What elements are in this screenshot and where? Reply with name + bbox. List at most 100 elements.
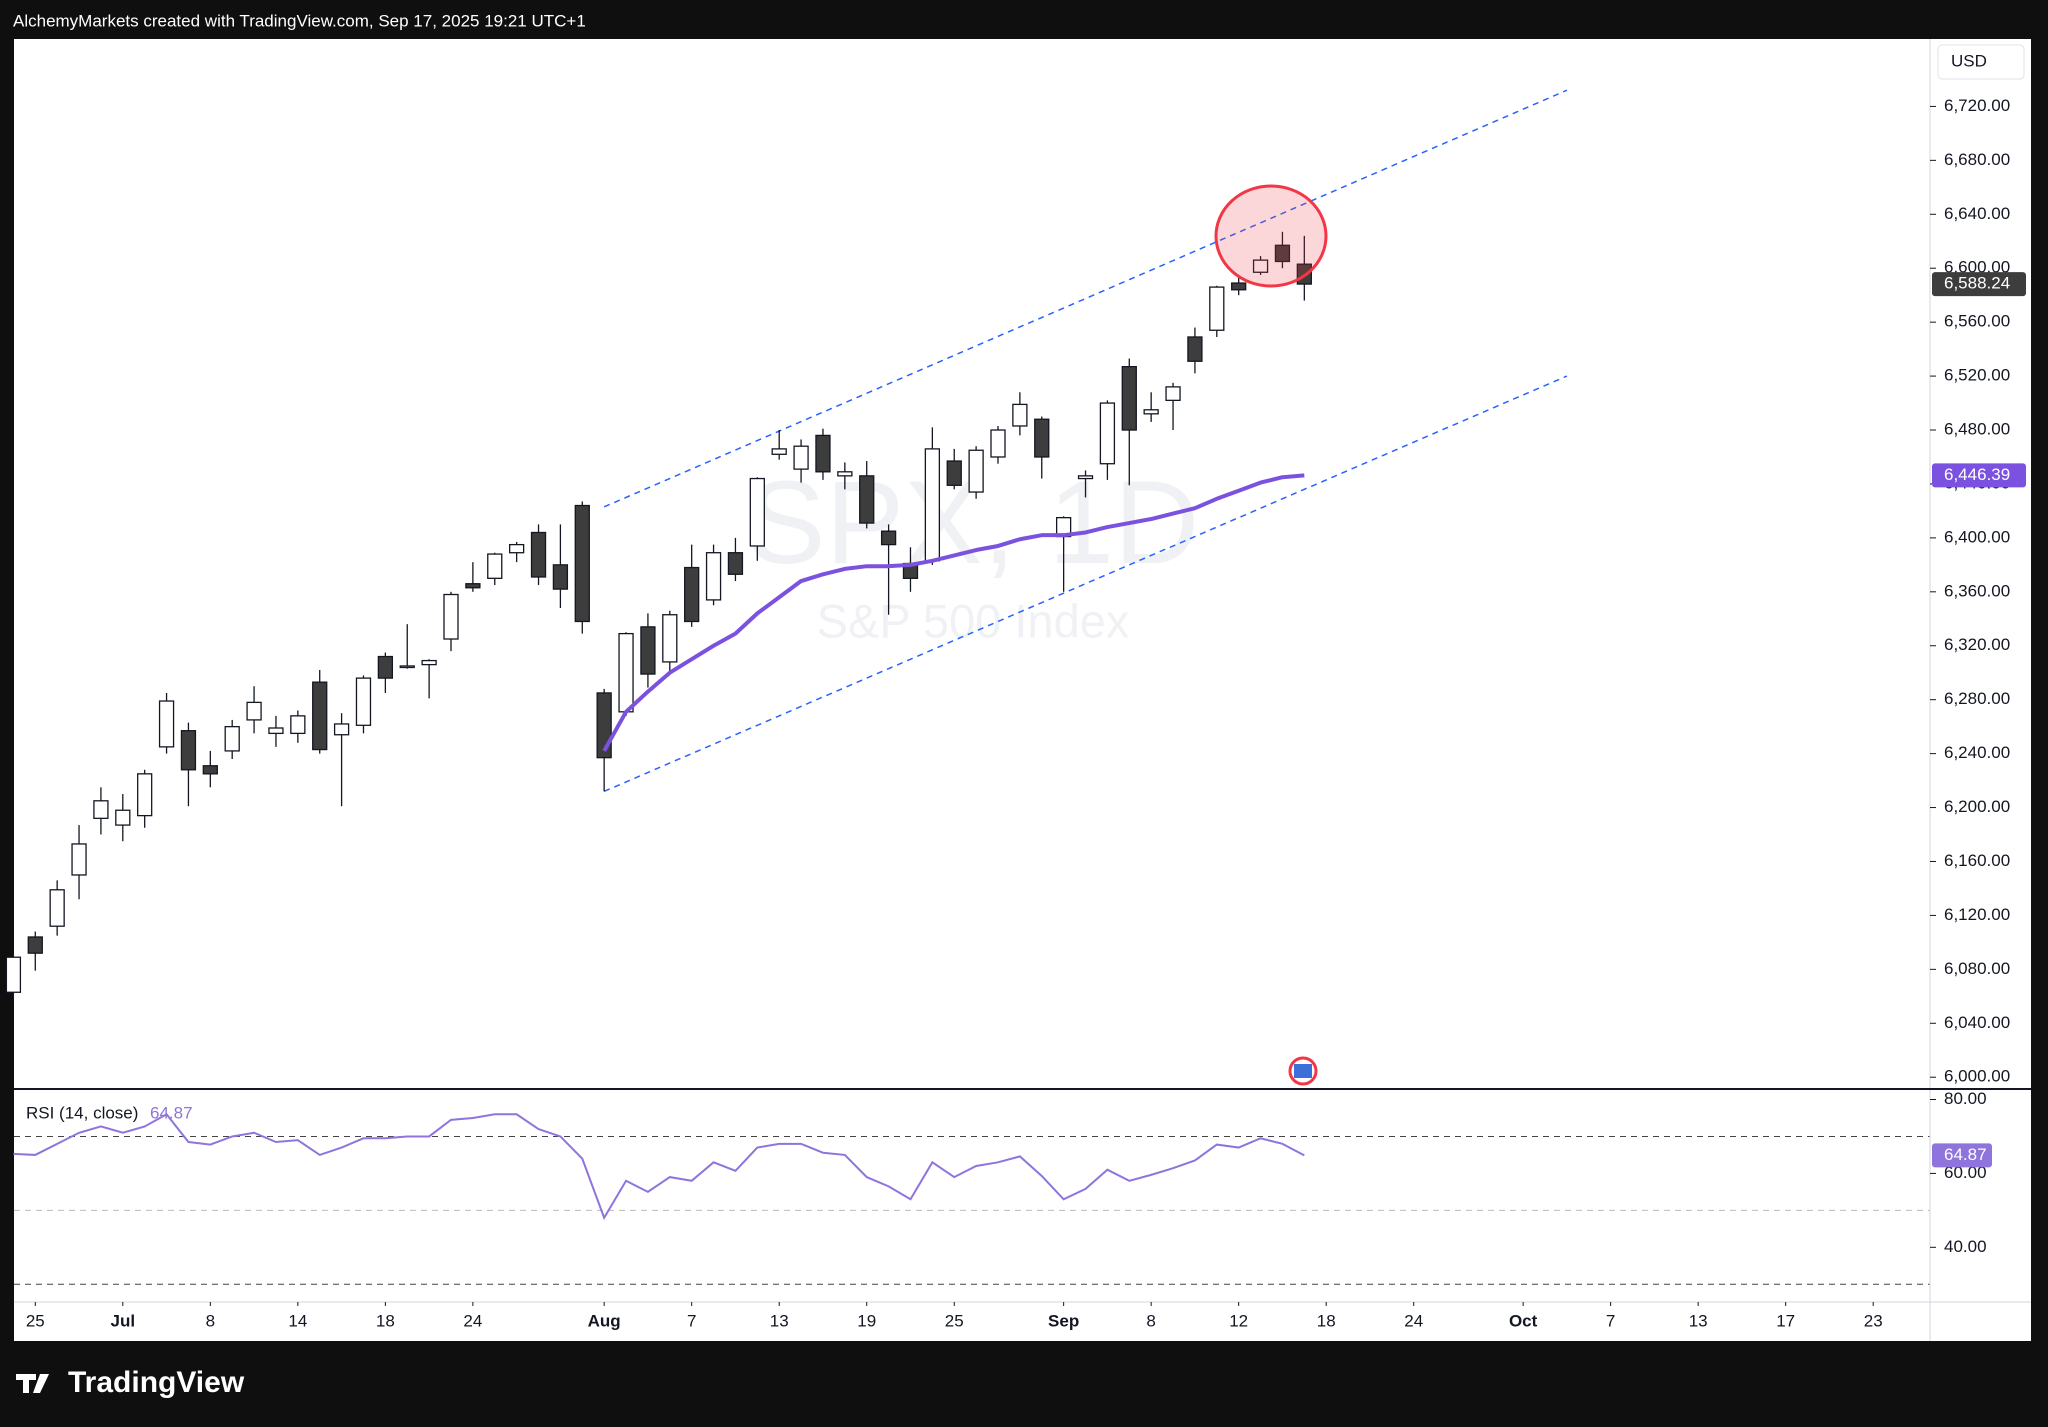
candle-body <box>1274 244 1291 263</box>
channel-line <box>603 89 1568 508</box>
y-tick-label: 60.00 <box>1944 1163 1987 1182</box>
candle-body <box>137 773 153 817</box>
y-tick-label: 6,160.00 <box>1944 851 2010 870</box>
x-tick-label: 7 <box>1606 1311 1615 1330</box>
candle-body <box>1099 402 1116 465</box>
candle-body <box>859 475 875 524</box>
rsi-tag <box>1932 1143 1992 1168</box>
candle-body <box>1121 365 1137 431</box>
chart-area <box>14 39 2031 1341</box>
y-tick-label: 6,000.00 <box>1944 1067 2010 1086</box>
brand: TradingView <box>68 1366 245 1399</box>
x-tick-label: 19 <box>857 1311 876 1330</box>
currency: USD <box>1951 51 1987 70</box>
y-tick-label: 6,360.00 <box>1944 581 2010 600</box>
y-tick-label: 6,600.00 <box>1944 258 2010 277</box>
x-tick-label: 8 <box>206 1311 215 1330</box>
candle-body <box>530 531 547 578</box>
candle-body <box>246 701 262 721</box>
x-tick-label: 8 <box>1146 1311 1155 1330</box>
x-tick-label: Jul <box>111 1311 136 1330</box>
candle-body <box>574 504 590 623</box>
candle-body <box>771 448 787 455</box>
candle-body <box>1077 475 1094 480</box>
x-tick-label: 7 <box>687 1311 696 1330</box>
rsi-value: 64.87 <box>150 1103 193 1122</box>
x-tick-label: 23 <box>1864 1311 1883 1330</box>
candle-body <box>421 659 437 666</box>
candle-body <box>837 471 853 477</box>
y-tick-label: 6,560.00 <box>1944 312 2010 331</box>
candle-body <box>224 725 240 752</box>
candle-body <box>552 564 569 590</box>
candle-body <box>1165 386 1181 402</box>
candle-body <box>93 800 109 819</box>
x-tick-label: 25 <box>945 1311 964 1330</box>
candle-body <box>180 730 197 771</box>
channel-line <box>603 375 1568 793</box>
candle-body <box>793 445 809 470</box>
candle-body <box>618 632 634 713</box>
candle-body <box>443 593 459 640</box>
ma-price-tag <box>1932 463 2026 488</box>
candle-body <box>1143 409 1159 415</box>
x-tick-label: 25 <box>26 1311 45 1330</box>
candle-body <box>115 809 131 826</box>
event-flag <box>1294 1064 1312 1078</box>
candle-body <box>355 677 372 726</box>
candle-body <box>27 936 43 954</box>
x-tick-label: 18 <box>1317 1311 1336 1330</box>
x-tick-label: 13 <box>1689 1311 1708 1330</box>
candle-body <box>202 765 218 775</box>
highlight-circle <box>1214 184 1328 288</box>
last-price-tag <box>1932 272 2026 297</box>
candle-body <box>705 552 722 601</box>
y-tick-label: 6,520.00 <box>1944 366 2010 385</box>
candle-body <box>377 655 394 679</box>
candle-body <box>1252 259 1269 273</box>
candle-body <box>49 889 65 927</box>
candle-body <box>312 681 328 751</box>
header-text: AlchemyMarkets created with TradingView.… <box>13 11 586 30</box>
candle-body <box>290 715 306 735</box>
y-tick-label: 6,720.00 <box>1944 96 2010 115</box>
logo-mark <box>16 1374 49 1393</box>
candle-body <box>399 665 415 669</box>
y-tick-label: 6,280.00 <box>1944 689 2010 708</box>
candle-body <box>333 723 350 736</box>
candle-body <box>1187 336 1203 362</box>
watermark-subtitle: S&P 500 Index <box>817 594 1130 647</box>
y-tick-label: 6,200.00 <box>1944 797 2010 816</box>
candle-body <box>1034 418 1050 458</box>
y-tick-label: 40.00 <box>1944 1237 1987 1256</box>
candle-body <box>662 614 678 663</box>
candle-body <box>158 700 175 748</box>
candle-body <box>684 566 700 623</box>
last-price-label: 6,588.24 <box>1944 274 2010 293</box>
candle-body <box>465 583 481 589</box>
y-tick-label: 6,040.00 <box>1944 1013 2010 1032</box>
x-tick-label: 24 <box>1404 1311 1423 1330</box>
candle-body <box>727 552 744 575</box>
candle-body <box>815 434 831 473</box>
candle-body <box>968 449 984 493</box>
x-tick-label: 12 <box>1229 1311 1248 1330</box>
rsi-tag-label: 64.87 <box>1944 1145 1987 1164</box>
candle-body <box>5 956 22 993</box>
x-tick-label: 17 <box>1776 1311 1795 1330</box>
candle-body <box>946 460 962 486</box>
rsi-line <box>13 1112 1305 1221</box>
currency-box[interactable] <box>1937 44 2025 80</box>
y-tick-label: 6,680.00 <box>1944 150 2010 169</box>
x-tick-label: Sep <box>1048 1311 1079 1330</box>
candle-body <box>749 477 765 547</box>
candle-body <box>1012 403 1028 427</box>
candle-body <box>71 843 87 876</box>
candle-body <box>924 448 941 562</box>
x-tick-label: 24 <box>463 1311 482 1330</box>
brand-logo: TradingView <box>16 1366 245 1399</box>
x-tick-label: 14 <box>288 1311 307 1330</box>
y-tick-label: 6,640.00 <box>1944 204 2010 223</box>
candle-body <box>268 727 284 735</box>
